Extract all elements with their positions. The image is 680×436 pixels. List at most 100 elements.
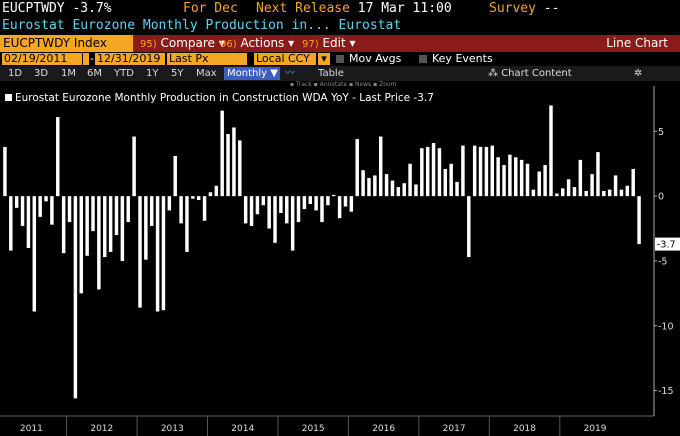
bar — [120, 196, 125, 261]
survey: Survey -- — [489, 0, 559, 17]
ticker-header: EUCPTWDY -3.7% For Dec Next Release 17 M… — [0, 0, 680, 17]
bar — [26, 196, 31, 248]
bar — [514, 157, 518, 197]
bar — [584, 190, 588, 197]
bar — [14, 196, 19, 208]
bar — [97, 196, 101, 290]
key-events-label: Key Events — [432, 52, 493, 65]
track-tool[interactable]: ▪ Track — [290, 81, 312, 88]
line-chart-icon[interactable]: 〰 — [285, 68, 295, 79]
bar — [378, 136, 383, 197]
bar — [126, 196, 130, 223]
bar — [285, 196, 289, 224]
bar — [238, 140, 242, 197]
bar — [202, 196, 207, 221]
date-separator: - — [90, 52, 94, 65]
mov-avgs-label: Mov Avgs — [349, 52, 402, 65]
bar — [149, 196, 154, 226]
chevron-down-icon: ▾ — [288, 36, 295, 50]
bar — [607, 189, 612, 197]
bar — [455, 181, 459, 197]
actions-button[interactable]: 96) Actions ▾ — [220, 35, 294, 52]
next-release-label: Next Release — [256, 1, 350, 16]
compare-button[interactable]: 95) Compare ▾ — [140, 35, 225, 52]
actions-label: Actions — [240, 36, 285, 50]
x-tick-label: 2013 — [161, 424, 184, 434]
bar — [132, 136, 136, 197]
edit-button[interactable]: 97) Edit ▾ — [302, 35, 356, 52]
edit-label: Edit — [322, 36, 346, 50]
x-tick-label: 2017 — [443, 424, 466, 434]
bar — [490, 145, 495, 197]
period: For Dec — [183, 1, 238, 16]
frequency-select[interactable]: Monthly ▼ — [224, 67, 280, 80]
gear-icon[interactable]: ✲ — [634, 68, 643, 79]
period-6m[interactable]: 6M — [87, 68, 102, 79]
function-toolbar: EUCPTWDY Index 95) Compare ▾ 96) Actions… — [0, 35, 680, 52]
news-tool[interactable]: ▪ News — [348, 81, 372, 88]
security-field[interactable]: EUCPTWDY Index — [0, 35, 133, 52]
period-3d[interactable]: 3D — [34, 68, 49, 79]
compare-label: Compare — [160, 36, 215, 50]
bar — [367, 178, 371, 197]
bar — [191, 196, 195, 199]
bar — [373, 175, 377, 197]
period-max[interactable]: Max — [196, 68, 217, 79]
period-ytd[interactable]: YTD — [114, 68, 134, 79]
bar — [467, 196, 471, 258]
y-tick-label: -10 — [658, 321, 674, 332]
bar — [261, 196, 266, 206]
survey-value: -- — [543, 1, 560, 16]
chart-content-button[interactable]: ⁂ Chart Content — [488, 66, 572, 81]
zoom-tool[interactable]: ▪ Zoom — [373, 81, 397, 88]
bar — [449, 163, 453, 197]
table-button[interactable]: Table — [318, 68, 344, 79]
x-tick-label: 2012 — [90, 424, 113, 434]
x-tick-label: 2018 — [513, 424, 536, 434]
end-date-field[interactable]: 12/31/2019 — [95, 53, 165, 65]
chevron-down-icon[interactable]: ▾ — [318, 53, 330, 65]
period-1m[interactable]: 1M — [61, 68, 76, 79]
ticker-change: EUCPTWDY -3.7% — [2, 1, 112, 16]
x-tick-label: 2011 — [20, 424, 43, 434]
bar — [425, 146, 430, 197]
bar — [249, 196, 254, 226]
bar — [208, 192, 213, 197]
bar — [214, 185, 219, 197]
mov-avgs-checkbox[interactable] — [336, 55, 344, 63]
bar — [619, 189, 624, 197]
bar — [255, 196, 260, 215]
calendar-icon[interactable] — [83, 53, 89, 65]
bar — [531, 189, 536, 197]
field-select[interactable]: Last Px — [167, 53, 247, 65]
bar — [408, 163, 412, 197]
key-events-checkbox[interactable] — [419, 55, 427, 63]
period-1y[interactable]: 1Y — [146, 68, 159, 79]
bar — [61, 196, 66, 254]
bar — [144, 196, 148, 260]
annotate-tool[interactable]: ▪ Annotate — [313, 81, 348, 88]
bar — [161, 196, 166, 311]
bar — [91, 196, 95, 232]
y-tick-label: 5 — [658, 127, 664, 138]
bar — [296, 196, 301, 223]
bar — [631, 168, 635, 197]
y-tick-label: -15 — [658, 386, 674, 397]
bar — [173, 155, 177, 197]
bar — [155, 196, 160, 312]
next-release: Next Release 17 Mar 11:00 — [256, 0, 452, 17]
bar — [537, 171, 541, 197]
frequency-label: Monthly — [227, 68, 268, 79]
bar — [484, 146, 489, 197]
x-tick-label: 2019 — [584, 424, 607, 434]
start-date-field[interactable]: 02/19/2011 — [2, 53, 82, 65]
bar — [508, 154, 512, 197]
period-5y[interactable]: 5Y — [171, 68, 184, 79]
period-bar: 1D 3D 1M 6M YTD 1Y 5Y Max Monthly ▼ 〰 Ta… — [0, 66, 680, 81]
period-1d[interactable]: 1D — [8, 68, 23, 79]
bar — [20, 196, 25, 226]
currency-select[interactable]: Local CCY — [254, 53, 316, 65]
bar-series — [3, 105, 641, 399]
bar — [472, 145, 477, 197]
bar — [461, 145, 465, 197]
